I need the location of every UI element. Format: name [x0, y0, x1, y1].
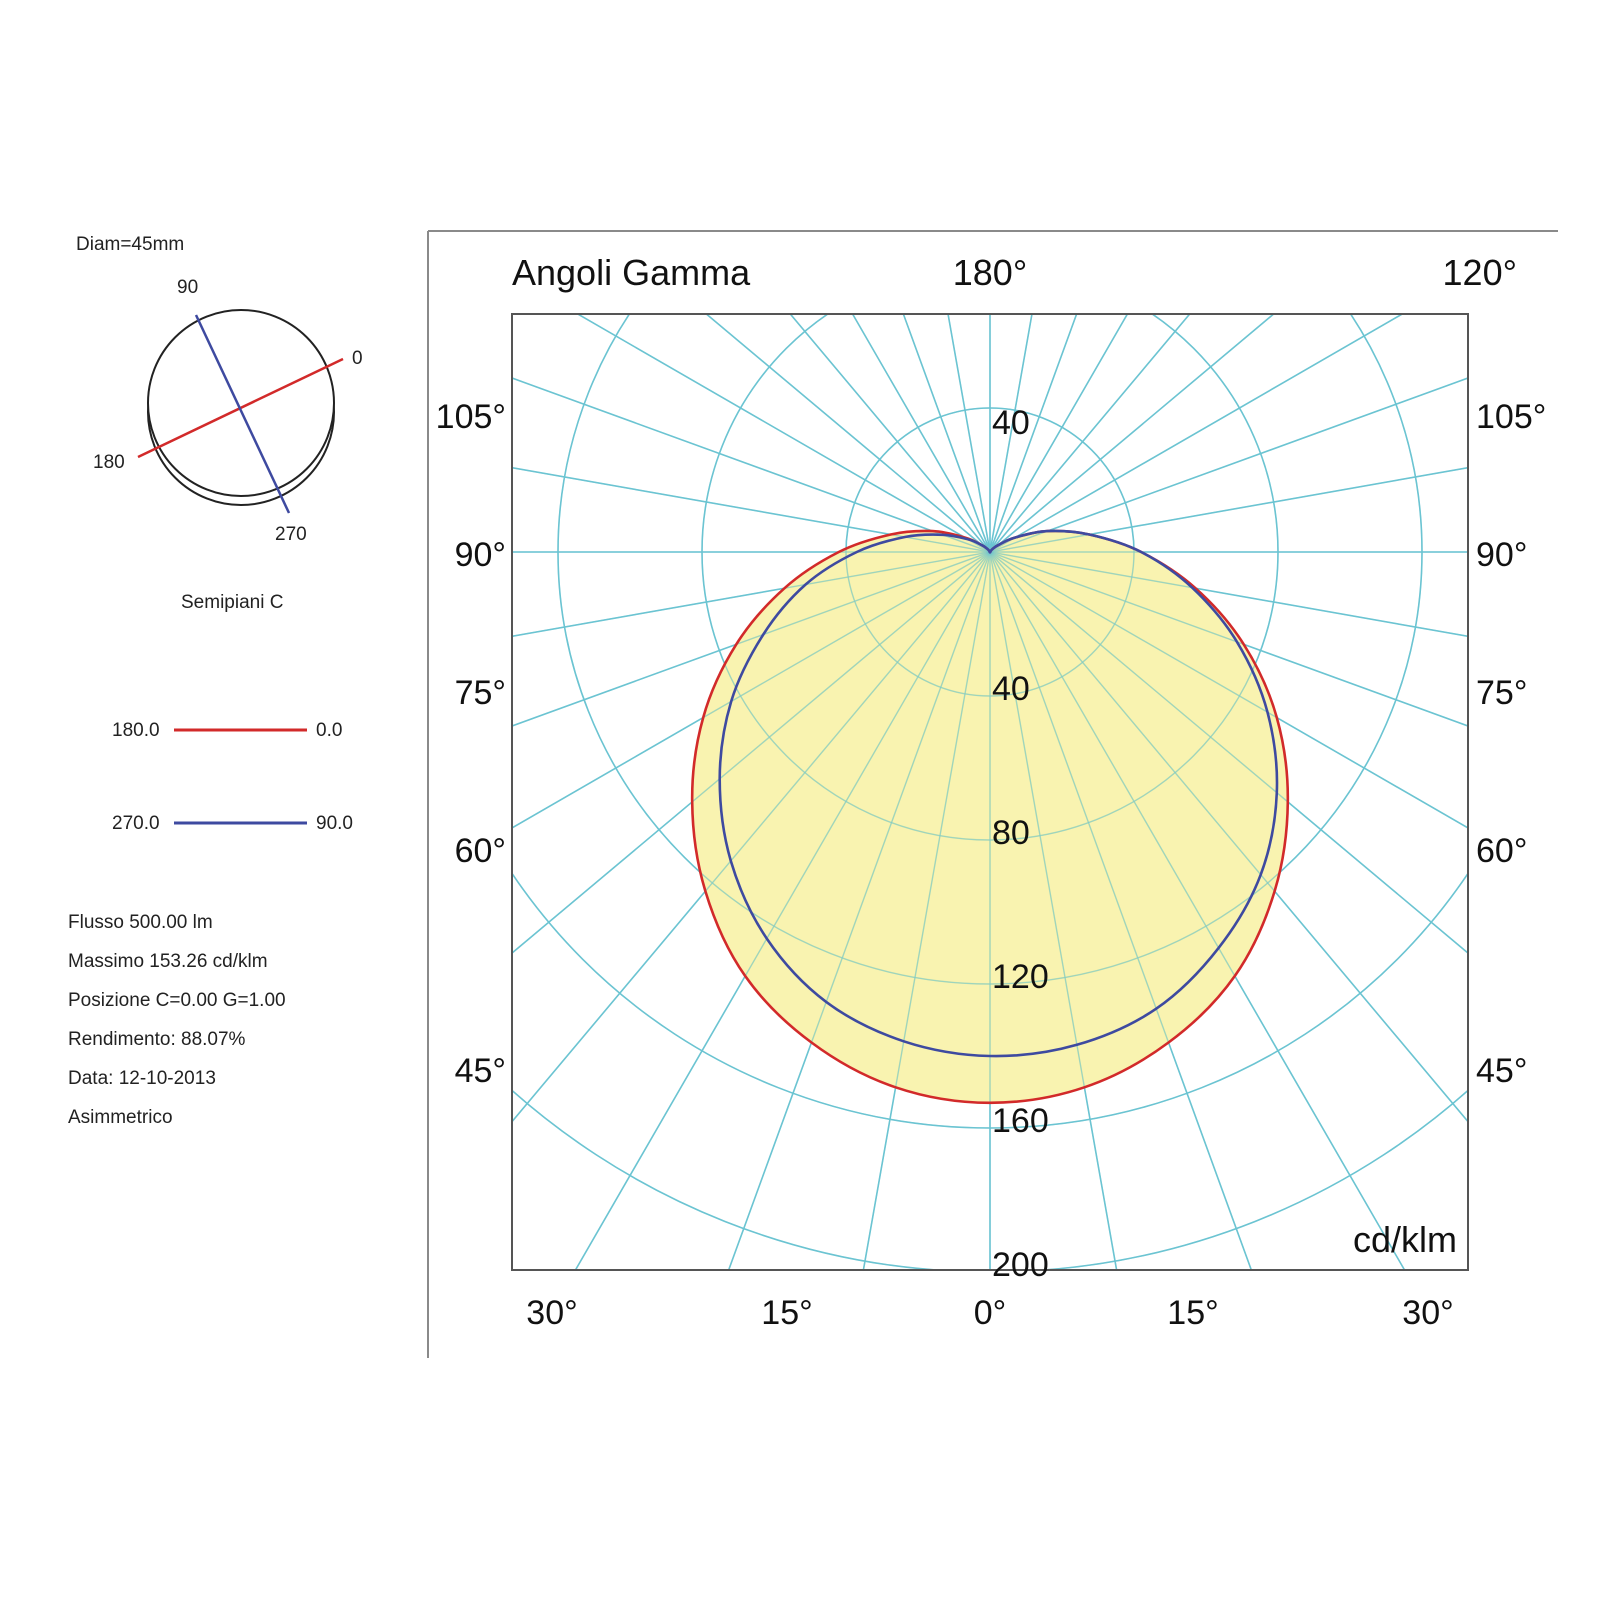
legend-red-right: 0.0 — [316, 720, 342, 741]
side-angle-right-0: 105° — [1476, 398, 1546, 436]
grid-spoke-overlay-40 — [989, 551, 1468, 1123]
grid-spoke-overlay-70 — [989, 551, 1468, 727]
radial-tick-200: 200 — [992, 1246, 1049, 1284]
grid-spoke-overlay-140 — [989, 314, 1191, 553]
intensity-fill — [512, 314, 1468, 1270]
info-efficiency: Rendimento: 88.07% — [68, 1029, 246, 1050]
legend: 180.0 0.0 270.0 90.0 — [112, 720, 353, 834]
grid-spoke-120 — [989, 314, 1404, 553]
bottom-angle-2: 0° — [974, 1294, 1007, 1332]
info-block: Flusso 500.00 lm Massimo 153.26 cd/klm P… — [68, 912, 286, 1128]
grid-spoke-overlay-110 — [989, 377, 1468, 553]
grid-spoke-overlay-260 — [512, 467, 991, 553]
grid-circle-overlay-120 — [557, 314, 1423, 985]
diameter-label: Diam=45mm — [76, 234, 184, 255]
bottom-angle-1: 15° — [761, 1294, 812, 1332]
plane-label-90: 90 — [177, 277, 198, 298]
grid-spoke-overlay-120 — [989, 314, 1404, 553]
plane-line-c90-270 — [194, 314, 291, 514]
grid-spoke-overlay-330 — [574, 551, 991, 1270]
grid-spoke-overlay-200 — [902, 314, 991, 553]
radial-tick-labels: 40 40 80 120 160 200 — [992, 404, 1049, 1284]
info-maximum: Massimo 153.26 cd/klm — [68, 951, 268, 972]
radial-tick-40: 40 — [992, 670, 1030, 708]
intensity-curves — [690, 529, 1290, 1105]
grid-spoke-overlay-220 — [789, 314, 991, 553]
side-angle-right-1: 90° — [1476, 536, 1527, 574]
grid-spoke-overlay-320 — [512, 551, 991, 1123]
radial-tick-160: 160 — [992, 1102, 1049, 1140]
grid-spoke-overlay-240 — [576, 314, 991, 553]
grid-spoke-overlay-170 — [989, 314, 1033, 553]
info-position: Posizione C=0.00 G=1.00 — [68, 990, 286, 1011]
polar-plot-area: 40 40 80 120 160 200 — [511, 313, 1469, 1284]
side-angle-left-2: 75° — [455, 674, 506, 712]
grid-spoke-160 — [989, 314, 1078, 553]
grid-spoke-overlay-300 — [512, 551, 991, 829]
grid-spoke-overlay-190 — [947, 314, 991, 553]
info-type: Asimmetrico — [68, 1107, 173, 1128]
side-angle-right-2: 75° — [1476, 674, 1527, 712]
legend-red-left: 180.0 — [112, 720, 160, 741]
grid-spoke-overlay-20 — [989, 551, 1252, 1270]
grid-spoke-overlay-290 — [512, 551, 991, 727]
grid-circle-overlay-160 — [512, 872, 1468, 1129]
side-angle-left-4: 45° — [455, 1052, 506, 1090]
grid-spoke-overlay-150 — [989, 314, 1129, 553]
grid-circle-overlay-40 — [845, 407, 1135, 697]
luminaire-circle — [147, 309, 335, 497]
info-flux: Flusso 500.00 lm — [68, 912, 213, 933]
grid-spoke-overlay-130 — [989, 314, 1275, 553]
grid-circle-overlay-80 — [701, 314, 1279, 841]
grid-spoke-overlay-50 — [989, 551, 1468, 954]
grid-spoke-overlay-280 — [512, 551, 991, 637]
grid-spoke-overlay-60 — [989, 551, 1468, 829]
side-angle-left-3: 60° — [455, 832, 506, 870]
grid-spoke-overlay-250 — [512, 377, 991, 553]
bottom-angle-0: 30° — [526, 1294, 577, 1332]
grid-spoke-overlay-160 — [989, 314, 1078, 553]
unit-label: cd/klm — [1353, 1219, 1457, 1260]
planes-caption: Semipiani C — [181, 592, 283, 613]
bottom-angle-labels: 30° 15° 0° 15° 30° — [526, 1294, 1453, 1332]
grid-spoke-overlay-340 — [728, 551, 991, 1270]
grid-spoke-150 — [989, 314, 1129, 553]
side-angle-left-0: 105° — [436, 398, 506, 436]
grid-spoke-overlay-230 — [705, 314, 991, 553]
side-angle-left-1: 90° — [455, 536, 506, 574]
radial-tick-upper-40: 40 — [992, 404, 1030, 442]
chart-title: Angoli Gamma — [512, 252, 751, 293]
grid-spoke-overlay-30 — [989, 551, 1406, 1270]
plot-frame — [511, 313, 1469, 1271]
grid-spoke-overlay-210 — [851, 314, 991, 553]
c-plane-indicator: Diam=45mm 90 0 180 270 Semipiani C — [76, 234, 363, 613]
side-angle-right-4: 45° — [1476, 1052, 1527, 1090]
side-angle-right-3: 60° — [1476, 832, 1527, 870]
bottom-angle-3: 15° — [1167, 1294, 1218, 1332]
legend-blue-right: 90.0 — [316, 813, 353, 834]
plane-label-180: 180 — [93, 452, 125, 473]
intensity-curve-c90-c270 — [718, 529, 1279, 1058]
grid-spoke-overlay-310 — [512, 551, 991, 954]
radial-tick-80: 80 — [992, 814, 1030, 852]
bottom-angle-4: 30° — [1402, 1294, 1453, 1332]
legend-blue-left: 270.0 — [112, 813, 160, 834]
top-angle-label-120: 120° — [1443, 252, 1517, 293]
top-angle-label-180: 180° — [953, 252, 1027, 293]
info-date: Data: 12-10-2013 — [68, 1068, 216, 1089]
grid-spoke-overlay-100 — [989, 467, 1468, 553]
grid-spoke-overlay-80 — [989, 551, 1468, 637]
plane-label-270: 270 — [275, 524, 307, 545]
grid-spoke-overlay-350 — [862, 551, 991, 1270]
plane-label-0: 0 — [352, 348, 363, 369]
radial-tick-120: 120 — [992, 958, 1049, 996]
side-angle-labels: 105° 105° 90° 90° 75° 75° 60° 60° 45° 45° — [436, 398, 1547, 1090]
